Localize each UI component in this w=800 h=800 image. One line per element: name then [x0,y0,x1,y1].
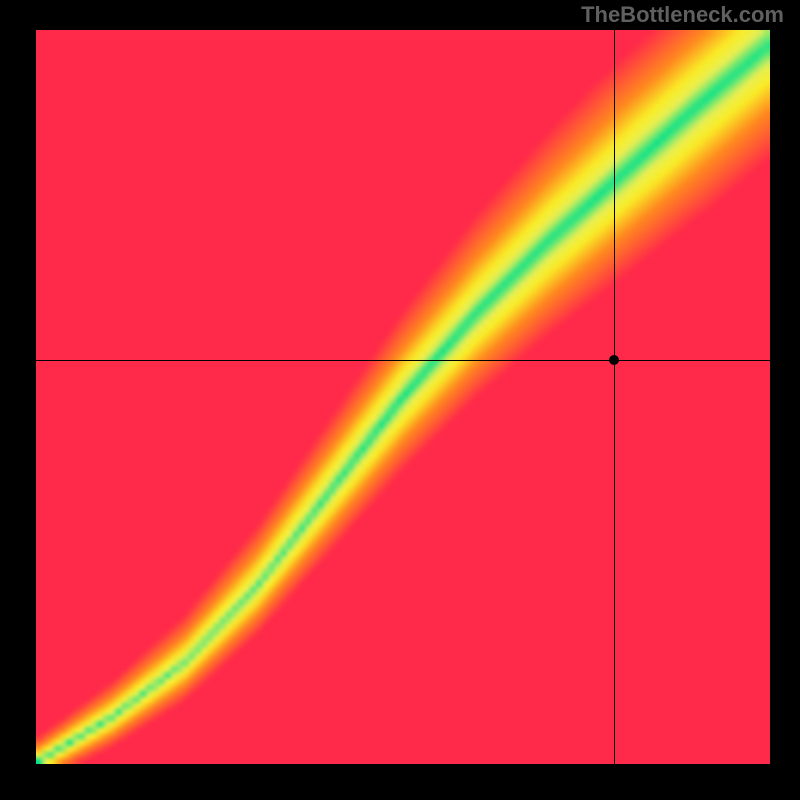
watermark-text: TheBottleneck.com [581,2,784,28]
bottleneck-heatmap [36,30,770,764]
crosshair-marker [609,355,619,365]
crosshair-vertical [614,30,615,764]
chart-container: TheBottleneck.com [0,0,800,800]
crosshair-horizontal [36,360,770,361]
